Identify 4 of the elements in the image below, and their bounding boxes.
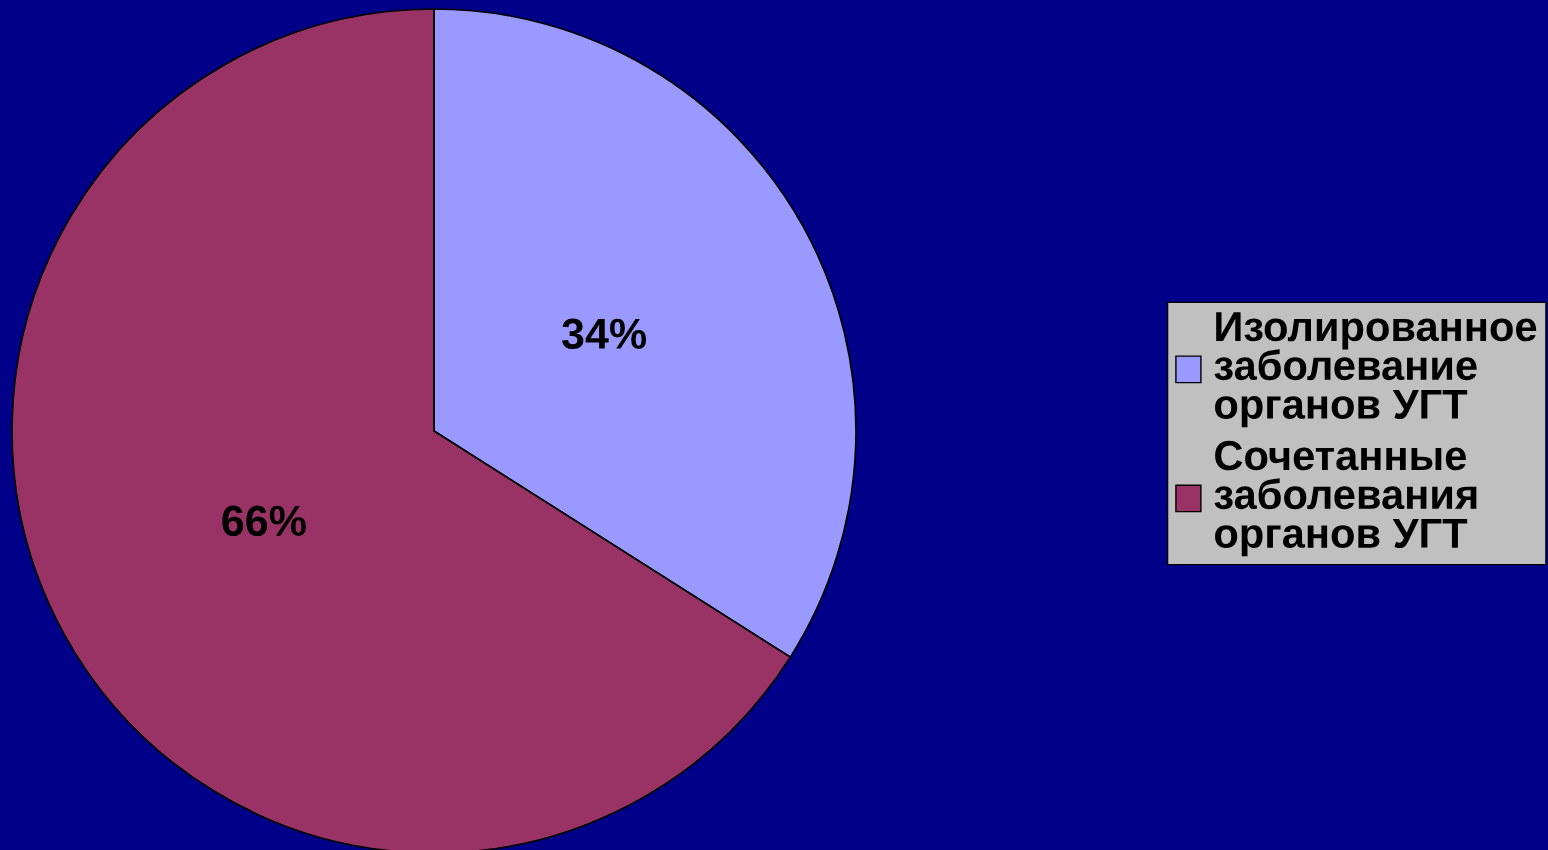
legend-label: Сочетанные заболевания органов УГТ: [1214, 440, 1477, 557]
legend-label: Изолированное заболевание органов УГТ: [1214, 312, 1537, 428]
data-label: 34%: [562, 318, 647, 350]
data-label: 66%: [222, 505, 306, 537]
